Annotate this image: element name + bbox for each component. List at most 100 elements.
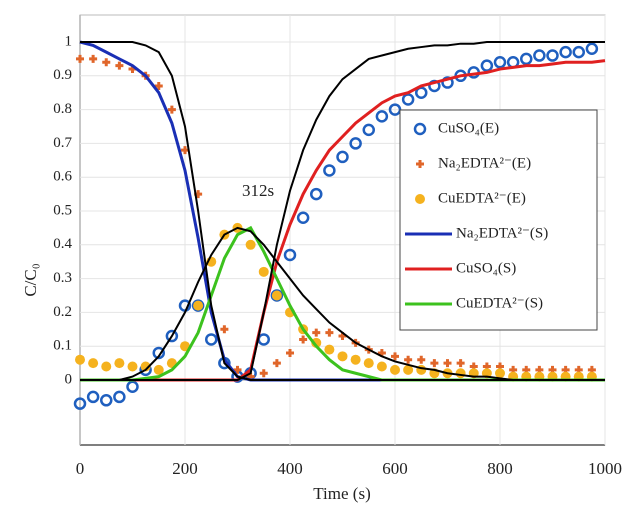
point xyxy=(283,248,297,262)
point xyxy=(546,49,559,62)
point xyxy=(165,329,179,343)
point xyxy=(73,397,87,410)
y-tick-label: 0 xyxy=(65,371,73,387)
point xyxy=(415,86,428,99)
legend-swatch xyxy=(416,160,424,168)
point xyxy=(403,364,414,375)
x-tick-label: 1000 xyxy=(588,459,622,478)
point xyxy=(455,368,466,379)
point xyxy=(76,54,84,63)
point xyxy=(362,123,375,137)
point xyxy=(428,79,441,93)
point xyxy=(572,45,585,59)
y-tick-label: 0.5 xyxy=(53,202,72,218)
point xyxy=(245,239,256,250)
y-tick-label: 0.8 xyxy=(53,101,72,117)
point xyxy=(102,58,111,67)
point xyxy=(350,354,361,365)
point xyxy=(520,52,533,66)
annotation: 312s xyxy=(242,181,274,200)
point xyxy=(154,81,163,90)
point xyxy=(126,380,139,394)
point xyxy=(480,59,494,72)
point xyxy=(153,364,164,375)
y-tick-label: 0.9 xyxy=(53,67,72,83)
y-tick-label: 0.1 xyxy=(53,338,72,354)
point xyxy=(312,328,321,337)
point xyxy=(376,361,387,372)
point xyxy=(115,61,124,70)
x-tick-label: 0 xyxy=(76,459,85,478)
point xyxy=(220,325,229,334)
point xyxy=(390,364,400,375)
point xyxy=(272,359,281,368)
point xyxy=(441,76,454,89)
legend-label: CuSO₄(E) xyxy=(438,120,499,136)
plot-area xyxy=(73,40,606,410)
point xyxy=(417,355,426,364)
y-tick-label: 0.7 xyxy=(53,135,72,151)
point xyxy=(349,137,362,150)
point xyxy=(336,150,349,164)
point xyxy=(324,344,335,355)
point xyxy=(257,333,270,346)
point xyxy=(456,359,465,368)
y-tick-label: 0.4 xyxy=(53,236,72,252)
point xyxy=(89,54,98,63)
point xyxy=(100,394,113,407)
point xyxy=(259,369,268,378)
point xyxy=(113,390,126,404)
point xyxy=(325,328,334,337)
x-axis-label: Time (s) xyxy=(313,484,370,503)
legend-label: Na₂EDTA²⁻(S) xyxy=(456,225,548,241)
x-tick-label: 600 xyxy=(382,459,408,478)
point xyxy=(286,348,294,357)
point xyxy=(391,352,399,361)
point xyxy=(205,333,218,346)
y-tick-label: 0.3 xyxy=(53,270,72,286)
point xyxy=(401,93,415,106)
series-line xyxy=(80,41,605,381)
point xyxy=(258,266,269,277)
point xyxy=(140,361,151,372)
point xyxy=(114,358,125,369)
point xyxy=(337,351,348,362)
point xyxy=(430,359,439,368)
point xyxy=(296,211,310,225)
point xyxy=(101,361,112,372)
x-tick-label: 200 xyxy=(172,459,198,478)
point xyxy=(193,300,204,311)
y-axis-label: C/C₀ xyxy=(21,263,40,296)
series-line xyxy=(80,226,605,381)
legend-box xyxy=(399,109,598,331)
legend-label: CuEDTA²⁻(S) xyxy=(456,295,543,311)
point xyxy=(375,110,389,123)
point xyxy=(559,45,572,59)
point xyxy=(127,361,138,372)
legend: CuSO₄(E) Na₂EDTA²⁻(E) CuEDTA²⁻(E) Na₂EDTA²⁻… xyxy=(399,109,598,331)
point xyxy=(152,346,165,360)
legend-label: CuEDTA²⁻(E) xyxy=(438,190,526,206)
point xyxy=(88,358,99,369)
x-tick-label: 800 xyxy=(487,459,513,478)
point xyxy=(443,359,452,368)
legend-swatch xyxy=(415,194,425,204)
y-tick-label: 0.2 xyxy=(53,304,72,320)
point xyxy=(86,390,100,404)
point xyxy=(310,187,323,201)
point xyxy=(180,341,190,352)
point xyxy=(363,358,374,369)
point xyxy=(233,365,242,374)
point xyxy=(299,335,308,344)
point xyxy=(167,105,176,114)
point xyxy=(495,368,505,379)
point xyxy=(404,355,413,364)
point xyxy=(533,49,546,62)
point xyxy=(323,164,336,177)
legend-label: CuSO₄(S) xyxy=(456,260,516,276)
legend-label: Na₂EDTA²⁻(E) xyxy=(438,155,531,171)
point xyxy=(271,290,282,301)
y-tick-label: 1 xyxy=(65,33,73,49)
point xyxy=(75,354,85,365)
